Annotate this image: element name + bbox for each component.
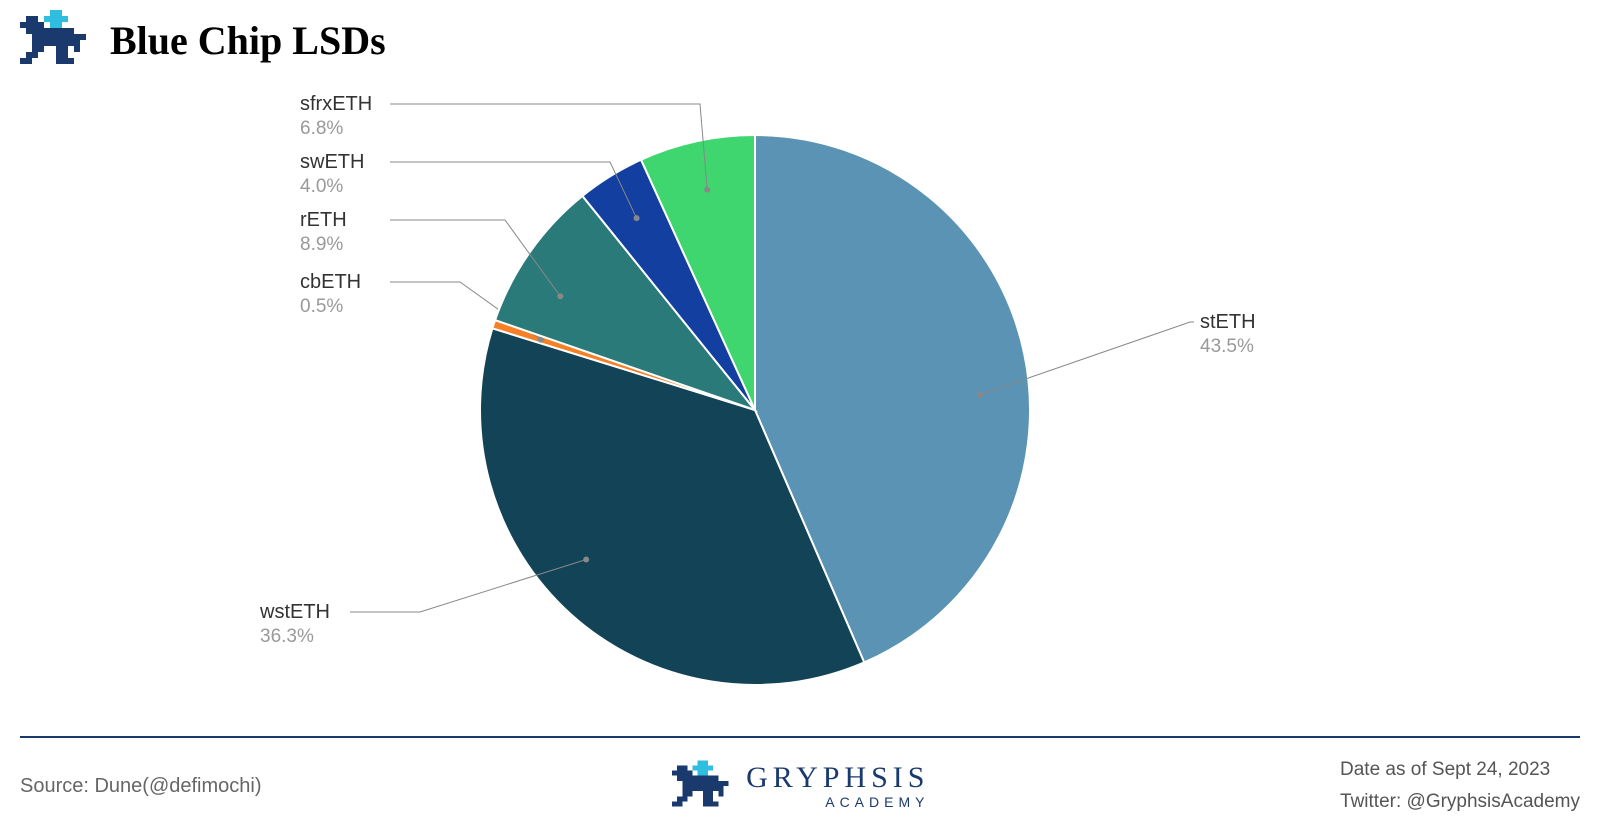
slice-name: stETH [1200, 310, 1256, 335]
slice-label-rETH: rETH8.9% [300, 208, 347, 257]
footer-meta: Date as of Sept 24, 2023 Twitter: @Gryph… [1340, 759, 1580, 813]
logo-icon [20, 10, 90, 70]
logo-icon [672, 760, 732, 812]
slice-name: swETH [300, 150, 364, 175]
slice-label-swETH: swETH4.0% [300, 150, 364, 199]
date-text: Date as of Sept 24, 2023 [1340, 759, 1580, 781]
header: Blue Chip LSDs [20, 10, 386, 70]
slice-name: rETH [300, 208, 347, 233]
slice-pct: 4.0% [300, 175, 364, 199]
slice-label-wstETH: wstETH36.3% [260, 600, 330, 649]
twitter-text: Twitter: @GryphsisAcademy [1340, 791, 1580, 813]
pie-chart: stETH43.5% wstETH36.3% cbETH0.5% rETH8.9% sw… [0, 80, 1600, 720]
slice-pct: 0.5% [300, 295, 361, 319]
brand-sub: ACADEMY [825, 795, 929, 809]
slice-label-sfrxETH: sfrxETH6.8% [300, 92, 372, 141]
footer: Source: Dune(@defimochi) [20, 742, 1580, 830]
slice-pct: 36.3% [260, 625, 330, 649]
slice-pct: 6.8% [300, 117, 372, 141]
slice-pct: 43.5% [1200, 335, 1256, 359]
slice-label-cbETH: cbETH0.5% [300, 270, 361, 319]
page-title: Blue Chip LSDs [110, 17, 386, 64]
source-text: Source: Dune(@defimochi) [20, 775, 262, 798]
slice-label-stETH: stETH43.5% [1200, 310, 1256, 359]
brand-name: GRYPHSIS [746, 763, 929, 793]
footer-divider [20, 736, 1580, 738]
footer-brand: GRYPHSIS ACADEMY [672, 760, 929, 812]
slice-pct: 8.9% [300, 233, 347, 257]
slice-name: wstETH [260, 600, 330, 625]
slice-name: sfrxETH [300, 92, 372, 117]
slice-name: cbETH [300, 270, 361, 295]
